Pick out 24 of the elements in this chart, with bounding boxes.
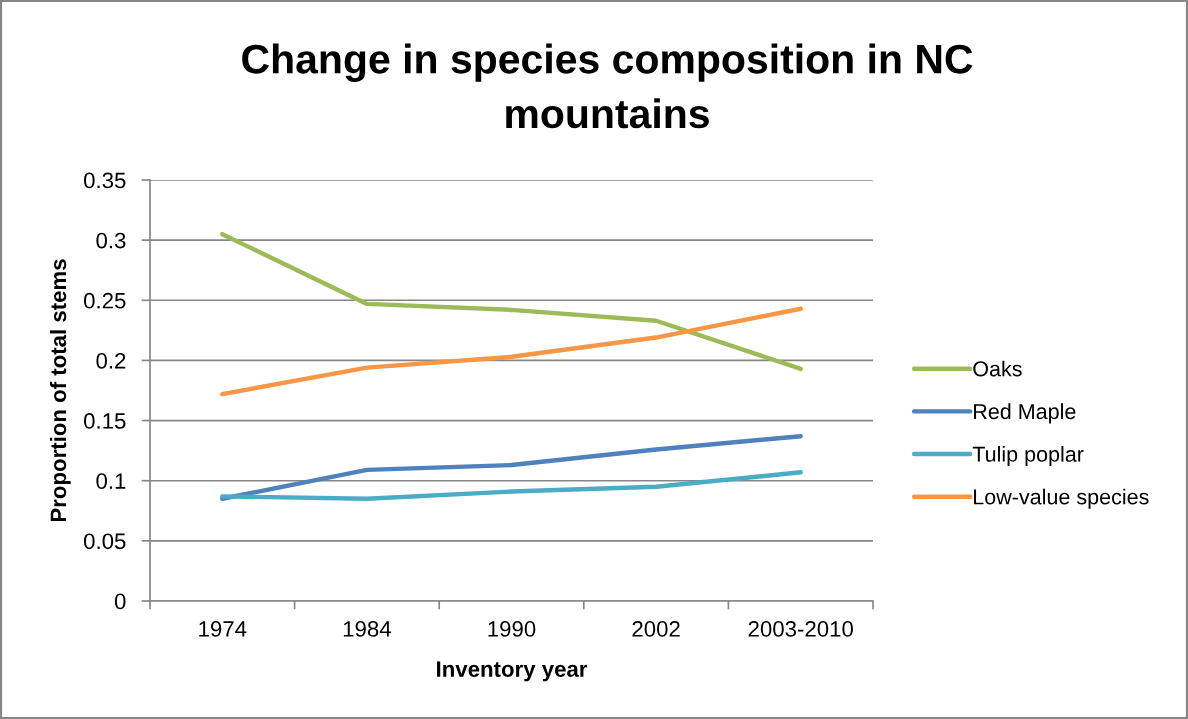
y-tick-label: 0.25 [84,292,126,309]
legend-label: Tulip poplar [972,446,1084,467]
line-series [220,306,803,397]
x-tick-label: 2002 [632,621,680,637]
y-tick-label: 0.1 [96,473,126,489]
y-tick-label: 0.15 [84,413,126,429]
line-series [220,231,803,372]
x-axis-title: Inventory year [437,661,588,682]
y-axis-title: Proportion of total stems [49,259,71,522]
legend-label: Red Maple [974,403,1076,424]
y-tick-label: 0.2 [96,352,126,369]
line-series [220,470,803,501]
legend-label: Low-value species [974,488,1149,509]
y-tick-label: 0.35 [84,172,126,189]
legend-label: Oaks [973,360,1022,377]
chart-title: Change in species composition in NC mountains [242,43,973,129]
x-tick-label: 2003-2010 [748,621,853,637]
y-tick-label: 0 [114,593,126,610]
x-tick-label: 1984 [343,621,391,637]
line-series [220,433,803,501]
x-tick-label: 1974 [199,621,247,637]
y-tick-label: 0.3 [96,232,126,249]
y-tick-label: 0.05 [84,533,126,550]
x-tick-label: 1990 [488,621,536,637]
